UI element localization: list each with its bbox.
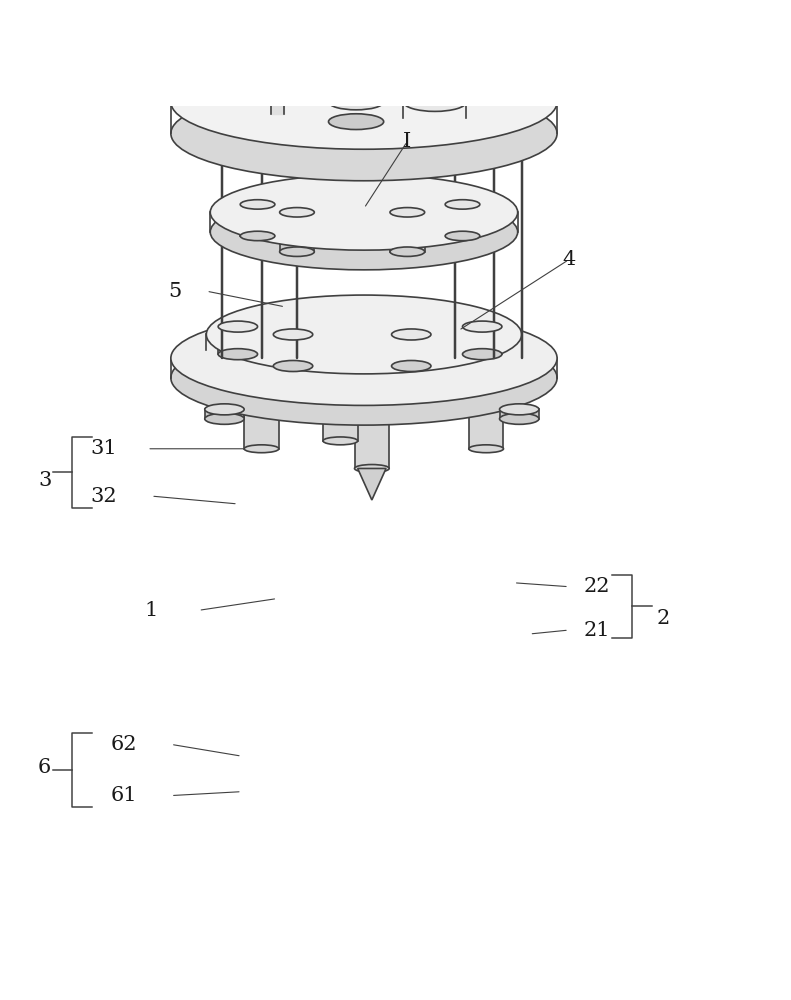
Polygon shape: [244, 378, 279, 449]
Text: 22: 22: [583, 577, 610, 596]
Ellipse shape: [463, 349, 502, 360]
Ellipse shape: [240, 231, 275, 241]
Ellipse shape: [328, 114, 384, 130]
Text: 31: 31: [90, 439, 117, 458]
Ellipse shape: [171, 86, 557, 181]
Ellipse shape: [448, 96, 462, 100]
Polygon shape: [390, 212, 425, 252]
Ellipse shape: [240, 200, 275, 209]
Polygon shape: [205, 409, 244, 419]
Text: 62: 62: [110, 735, 137, 754]
Ellipse shape: [500, 404, 539, 415]
Ellipse shape: [323, 374, 358, 382]
Text: 6: 6: [38, 758, 51, 777]
Polygon shape: [500, 409, 539, 419]
Ellipse shape: [390, 208, 425, 217]
Polygon shape: [323, 378, 358, 441]
Ellipse shape: [280, 247, 314, 256]
Ellipse shape: [354, 465, 389, 472]
Ellipse shape: [390, 247, 425, 256]
Ellipse shape: [244, 374, 279, 382]
Text: 61: 61: [110, 786, 137, 805]
Ellipse shape: [274, 329, 312, 340]
Polygon shape: [328, 102, 384, 122]
Ellipse shape: [205, 413, 244, 424]
Ellipse shape: [445, 231, 480, 241]
Text: 1: 1: [145, 601, 158, 620]
Ellipse shape: [218, 349, 258, 360]
Ellipse shape: [403, 92, 467, 111]
Ellipse shape: [403, 108, 467, 127]
Ellipse shape: [500, 413, 539, 424]
Text: 4: 4: [562, 250, 576, 269]
Ellipse shape: [210, 194, 517, 270]
Ellipse shape: [392, 360, 431, 372]
Ellipse shape: [428, 96, 442, 100]
Ellipse shape: [334, 88, 378, 100]
Polygon shape: [218, 327, 258, 354]
Ellipse shape: [514, 96, 528, 100]
Ellipse shape: [280, 208, 314, 217]
Ellipse shape: [210, 174, 517, 250]
Text: 2: 2: [657, 609, 670, 628]
Ellipse shape: [171, 331, 557, 425]
Ellipse shape: [205, 404, 244, 415]
Ellipse shape: [218, 321, 258, 332]
Polygon shape: [392, 334, 431, 366]
Ellipse shape: [171, 311, 557, 405]
Ellipse shape: [469, 445, 504, 453]
Ellipse shape: [469, 374, 504, 382]
Polygon shape: [334, 82, 378, 94]
Ellipse shape: [392, 329, 431, 340]
Polygon shape: [469, 378, 504, 449]
Ellipse shape: [334, 76, 378, 89]
Polygon shape: [358, 468, 386, 500]
Ellipse shape: [290, 96, 304, 100]
Polygon shape: [445, 204, 480, 236]
Text: 3: 3: [38, 471, 51, 490]
Polygon shape: [354, 378, 389, 468]
Ellipse shape: [487, 96, 501, 100]
Ellipse shape: [215, 96, 229, 100]
Ellipse shape: [171, 55, 557, 149]
Ellipse shape: [255, 96, 269, 100]
Text: 5: 5: [168, 282, 181, 301]
Polygon shape: [274, 334, 312, 366]
Text: 21: 21: [583, 621, 610, 640]
Text: I: I: [403, 132, 411, 151]
Text: 32: 32: [90, 487, 117, 506]
Ellipse shape: [445, 200, 480, 209]
Polygon shape: [280, 212, 314, 252]
Ellipse shape: [323, 437, 358, 445]
Ellipse shape: [354, 374, 389, 382]
Polygon shape: [463, 327, 502, 354]
Polygon shape: [240, 204, 275, 236]
Ellipse shape: [274, 360, 312, 372]
Ellipse shape: [206, 295, 521, 374]
Ellipse shape: [206, 311, 521, 390]
Ellipse shape: [463, 321, 502, 332]
Ellipse shape: [244, 445, 279, 453]
Ellipse shape: [328, 94, 384, 110]
